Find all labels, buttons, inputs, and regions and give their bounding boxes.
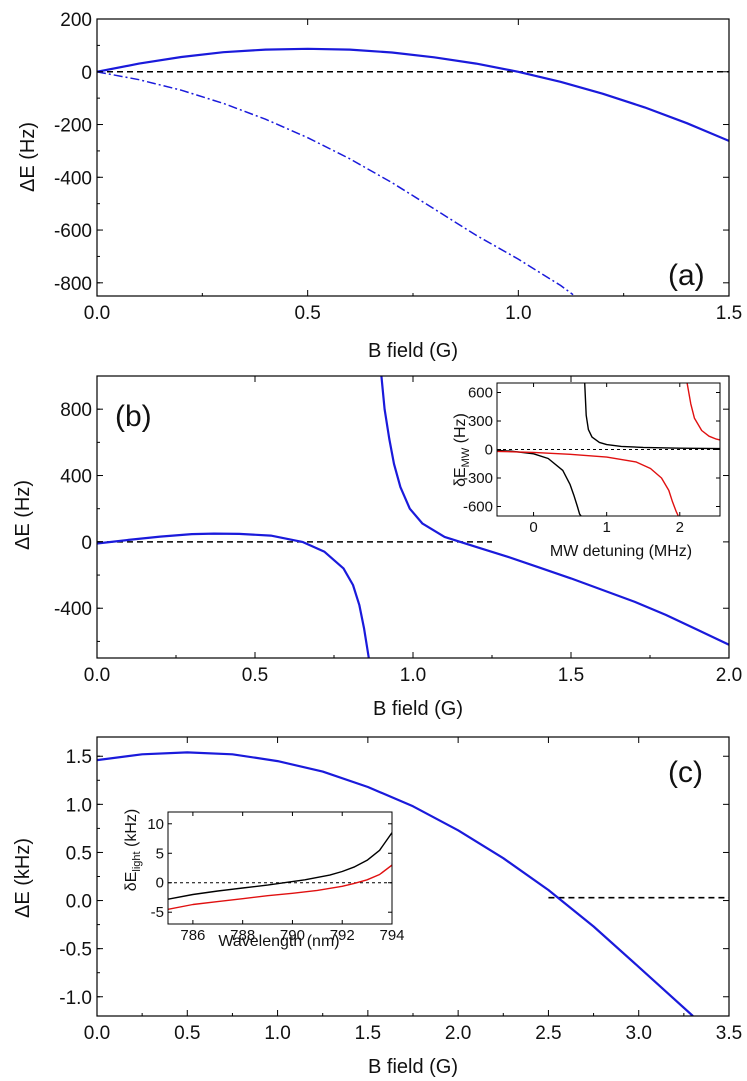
panel-b-inset-series-red-upper: [686, 383, 720, 441]
panel-c-xtick-label: 1.0: [264, 1023, 290, 1044]
panel-b-ylabel: ΔE (Hz): [12, 480, 34, 550]
panel-a-ytick-label: -600: [54, 221, 92, 242]
panel-b-label: (b): [115, 400, 152, 433]
panel-c-ytick-label: -0.5: [59, 940, 92, 961]
panel-c-series-solid: [97, 751, 694, 1016]
panel-b-xlabel: B field (G): [373, 698, 463, 720]
panel-c-ytick-label: 1.0: [66, 795, 92, 816]
panel-b: 0.0 0.5 1.0 1.5 2.0 800 400 0 -400 (b) B field (…: [12, 375, 742, 720]
panel-a: 0.0 0.5 1.0 1.5 200 0 -200 -400 -600 -800 (a) B f…: [17, 10, 742, 362]
panel-c: 0.0 0.5 1.0 1.5 2.0 2.5 3.0 3.5 1.5 1.0 0.5 0.0 -0.5…: [12, 736, 742, 1078]
panel-b-ytick-label: 400: [60, 467, 92, 488]
panel-c-xtick-label: 3.0: [626, 1023, 652, 1044]
panel-c-inset-xtick-label: 788: [230, 927, 255, 944]
panel-b-inset-xtick-label: 0: [529, 519, 537, 536]
panel-c-inset-series-black: [168, 832, 392, 900]
panel-b-xtick-label: 1.0: [400, 665, 426, 686]
panel-a-ytick-label: 200: [60, 10, 92, 31]
panel-b-inset-ylabel-sub: MW: [460, 447, 472, 467]
panel-b-inset-series-red-lower: [497, 450, 679, 516]
panel-a-ytick-label: -200: [54, 116, 92, 137]
panel-b-inset-ylabel-base: δE: [452, 467, 469, 487]
panel-a-series-dash-dot: [97, 71, 574, 296]
panel-c-inset: 786 788 790 792 794 10 5 0 -5: [147, 811, 405, 944]
panel-c-ytick-label: -1.0: [59, 988, 92, 1009]
panel-b-ytick-label: 800: [60, 400, 92, 421]
panel-b-inset-xlabel: MW detuning (MHz): [550, 543, 692, 560]
panel-c-ylabel: ΔE (kHz): [12, 838, 34, 918]
panel-b-inset-ytick-label: -300: [463, 470, 493, 487]
panel-a-label: (a): [668, 259, 705, 292]
panel-b-xtick-label: 1.5: [558, 665, 584, 686]
panel-a-xlabel: B field (G): [368, 340, 458, 362]
panel-c-inset-ylabel-base: δE: [123, 872, 140, 892]
panel-a-xtick-label: 0.5: [294, 303, 320, 324]
panel-b-inset-ylabel-unit: (Hz): [452, 413, 469, 448]
panel-c-inset-frame: [167, 811, 393, 925]
panel-b-xtick-label: 0.5: [242, 665, 268, 686]
panel-b-inset-xtick-label: 1: [603, 519, 611, 536]
panel-a-xtick-label: 0.0: [84, 303, 110, 324]
panel-a-series-solid: [97, 47, 729, 142]
panel-c-inset-xtick-label: 790: [280, 927, 305, 944]
panel-c-xtick-label: 0.0: [84, 1023, 110, 1044]
panel-c-ytick-label: 0.5: [66, 843, 92, 864]
panel-b-series-branch-left: [97, 532, 370, 658]
panel-c-inset-ytick-label: 0: [156, 875, 164, 892]
panel-a-ytick-label: 0: [81, 63, 92, 84]
panel-b-xtick-label: 0.0: [84, 665, 110, 686]
panel-a-xtick-label: 1.5: [716, 303, 742, 324]
panel-c-label: (c): [668, 756, 703, 789]
panel-c-inset-ytick-label: -5: [151, 904, 164, 921]
panel-c-xlabel: B field (G): [368, 1056, 458, 1078]
panel-b-inset-series-black-upper: [584, 383, 720, 450]
panel-b-xtick-label: 2.0: [716, 665, 742, 686]
panel-b-inset-background: [497, 383, 720, 516]
panel-a-plot: 0.0 0.5 1.0 1.5 200 0 -200 -400 -600 -800: [54, 10, 742, 324]
panel-c-xtick-label: 2.0: [445, 1023, 471, 1044]
panel-c-inset-xtick-label: 792: [330, 927, 355, 944]
panel-b-inset-xtick-label: 2: [676, 519, 684, 536]
panel-a-ylabel: ΔE (Hz): [17, 122, 39, 192]
panel-c-inset-ylabel-unit: (kHz): [123, 809, 140, 852]
panel-b-ytick-label: -400: [54, 599, 92, 620]
panel-c-plot: 0.0 0.5 1.0 1.5 2.0 2.5 3.0 3.5 1.5 1.0 0.5 0.0 -0.5…: [59, 736, 742, 1044]
panel-b-plot: 0.0 0.5 1.0 1.5 2.0 800 400 0 -400: [54, 375, 742, 686]
panel-a-frame: [96, 18, 730, 297]
panel-c-xtick-label: 1.5: [355, 1023, 381, 1044]
panel-c-inset-ylabel: δElight (kHz): [123, 809, 143, 891]
panel-c-xtick-label: 3.5: [716, 1023, 742, 1044]
panel-c-inset-ytick-label: 5: [156, 845, 164, 862]
panel-b-series-branch-right: [380, 376, 729, 646]
panel-c-inset-ytick-label: 10: [147, 816, 164, 833]
panel-a-xtick-label: 1.0: [505, 303, 531, 324]
panel-c-ytick-label: 0.0: [66, 892, 92, 913]
panel-c-xtick-label: 0.5: [174, 1023, 200, 1044]
panel-b-ytick-label: 0: [81, 533, 92, 554]
panel-b-inset: 0 1 2 600 300 0 -300 -600: [463, 382, 721, 536]
panel-c-inset-xlabel: Wavelength (nm): [218, 933, 339, 950]
panel-a-ytick-label: -400: [54, 168, 92, 189]
panel-c-inset-background: [168, 812, 392, 924]
panel-b-inset-ytick-label: 0: [485, 442, 493, 459]
panel-c-inset-ylabel-sub: light: [131, 851, 143, 871]
panel-b-inset-ytick-label: -600: [463, 499, 493, 516]
panel-b-inset-ytick-label: 600: [468, 385, 493, 402]
panel-c-inset-xtick-label: 786: [180, 927, 205, 944]
panel-b-inset-ylabel: δEMW (Hz): [452, 413, 472, 487]
panel-c-inset-xtick-label: 794: [379, 927, 404, 944]
panel-c-ytick-label: 1.5: [66, 747, 92, 768]
panel-a-ytick-label: -800: [54, 274, 92, 295]
panel-c-inset-series-red: [168, 864, 392, 910]
panel-b-inset-ytick-label: 300: [468, 413, 493, 430]
panel-c-xtick-label: 2.5: [535, 1023, 561, 1044]
